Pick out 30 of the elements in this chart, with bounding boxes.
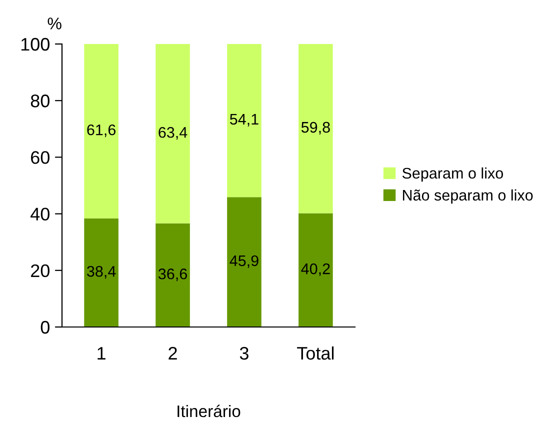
y-tick-label: 100 bbox=[21, 38, 50, 51]
bar bbox=[227, 44, 262, 198]
y-axis-title: % bbox=[48, 18, 62, 30]
bar bbox=[298, 213, 333, 327]
y-tick-label: 80 bbox=[30, 94, 50, 108]
data-label: 40,2 bbox=[301, 263, 330, 276]
data-label: 61,6 bbox=[87, 124, 116, 138]
data-label: 36,6 bbox=[158, 268, 187, 282]
y-tick-label: 0 bbox=[40, 320, 50, 334]
y-tick-label: 40 bbox=[30, 208, 50, 221]
x-tick-label: 3 bbox=[240, 346, 248, 360]
legend-label: Separam o lixo bbox=[402, 167, 503, 182]
bar bbox=[84, 218, 118, 327]
x-tick-label: 2 bbox=[168, 346, 177, 360]
x-axis-title: Itinerário bbox=[178, 404, 240, 418]
x-tick-label: Total bbox=[297, 346, 334, 360]
y-tick-label: 60 bbox=[31, 151, 50, 164]
bar bbox=[156, 44, 190, 224]
data-label: 45,9 bbox=[230, 255, 258, 268]
bar bbox=[156, 223, 190, 327]
x-tick-label: 1 bbox=[98, 347, 106, 360]
legend-label: Não separam o lixo bbox=[402, 189, 533, 204]
data-label: 63,4 bbox=[158, 126, 188, 140]
data-label: 38,4 bbox=[87, 266, 116, 279]
bar bbox=[298, 44, 333, 214]
data-label: 54,1 bbox=[230, 114, 258, 126]
data-label: 59,8 bbox=[301, 122, 330, 135]
bar bbox=[84, 44, 118, 218]
bar bbox=[227, 197, 262, 327]
y-tick-label: 20 bbox=[31, 264, 50, 278]
